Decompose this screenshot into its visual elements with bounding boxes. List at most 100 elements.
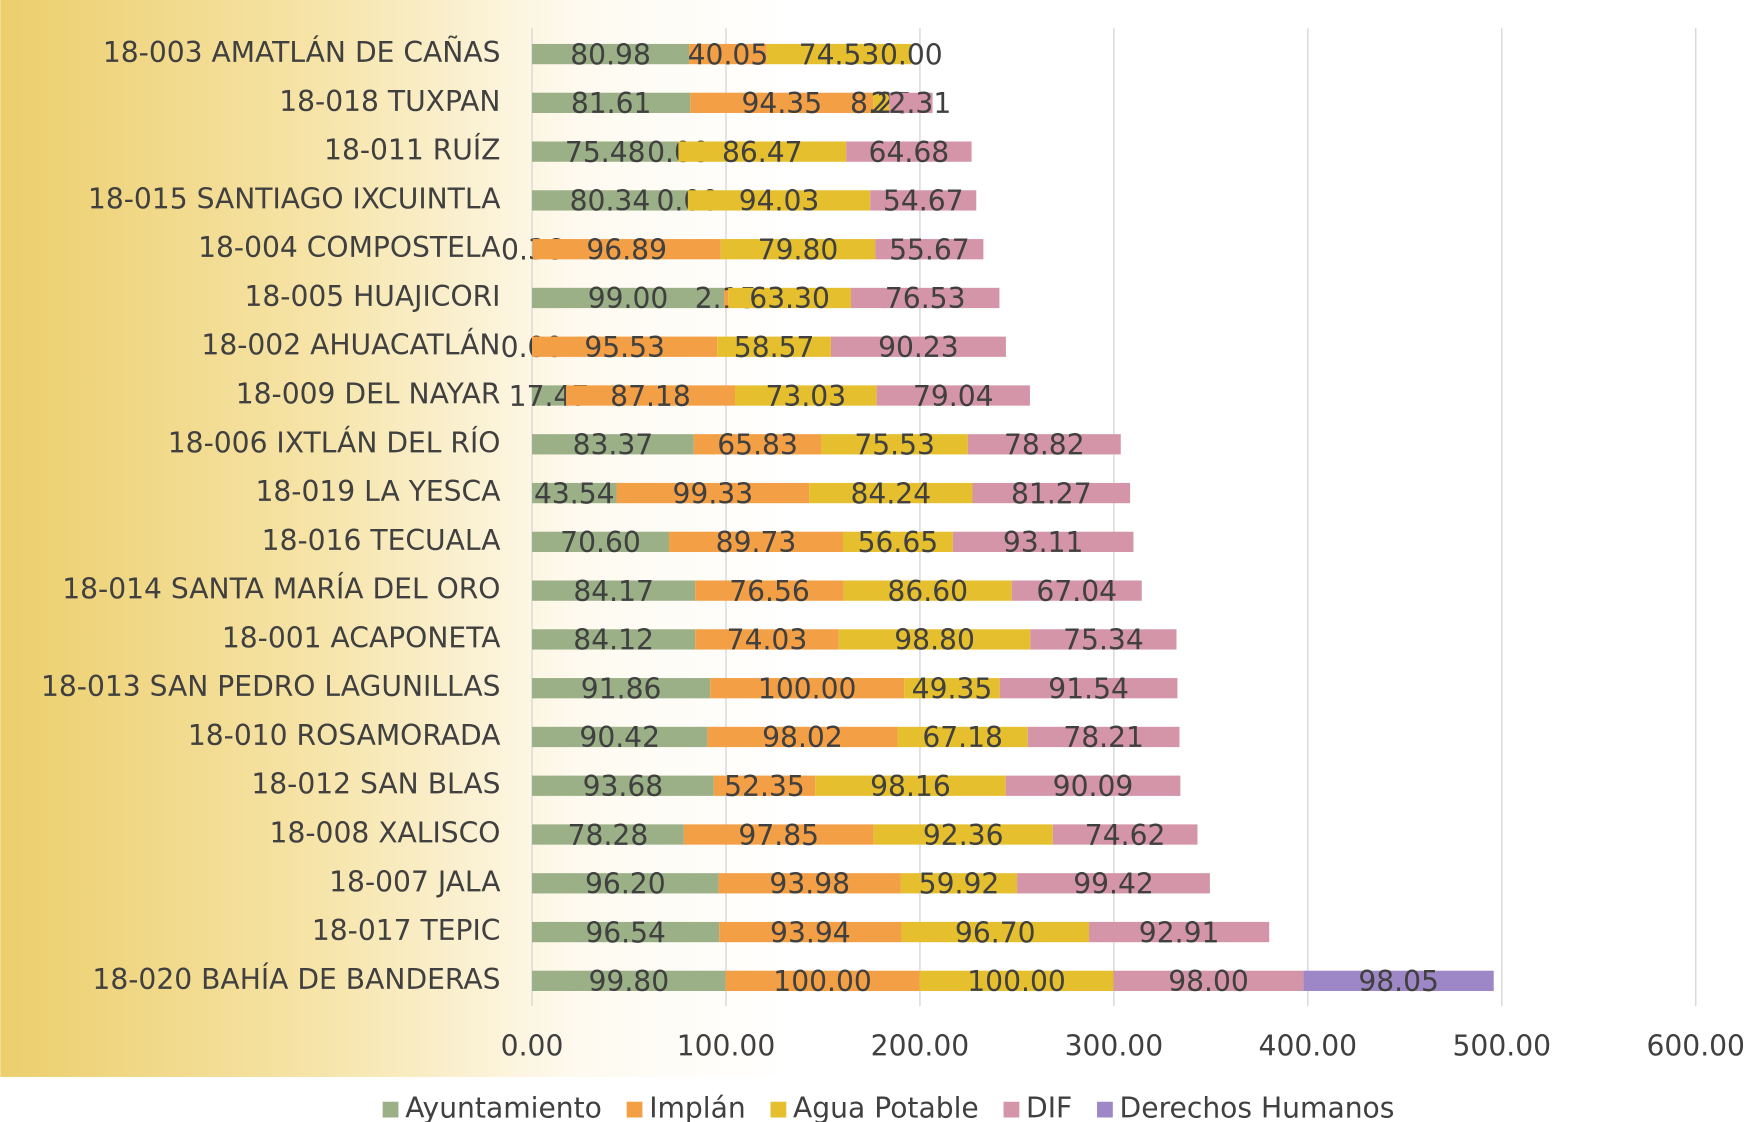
y-tick-label: 18-001 ACAPONETA — [222, 621, 501, 654]
bar-segment — [766, 43, 912, 65]
bar-segment — [830, 336, 1006, 357]
data-label: 96.70 — [955, 916, 1036, 949]
data-label: 80.34 — [570, 185, 651, 218]
x-tick-label: 500.00 — [1453, 1030, 1552, 1063]
bar-segment — [873, 824, 1053, 845]
bar-segment — [695, 580, 844, 601]
data-label: 93.11 — [1003, 526, 1084, 559]
data-label: 91.54 — [1048, 672, 1129, 705]
bar-segment — [735, 385, 877, 406]
bar-segment — [728, 287, 851, 309]
y-tick-label: 18-013 SAN PEDRO LAGUNILLAS — [41, 670, 501, 703]
bar-segment — [967, 434, 1121, 455]
y-tick-label: 18-007 JALA — [329, 865, 501, 898]
bar-segment — [1303, 970, 1494, 991]
data-label: 58.57 — [734, 331, 815, 364]
y-tick-label: 18-020 BAHÍA DE BANDERAS — [92, 962, 500, 996]
bar-segment — [870, 190, 977, 211]
x-tick-label: 200.00 — [871, 1030, 970, 1063]
bar-segment — [710, 678, 905, 699]
data-label: 43.54 — [534, 477, 615, 510]
data-label: 93.98 — [769, 868, 850, 901]
data-label: 75.34 — [1063, 624, 1144, 657]
data-label: 98.02 — [762, 721, 843, 754]
bar-segment — [904, 678, 1000, 699]
bar-segment — [532, 287, 725, 309]
x-tick-label: 100.00 — [677, 1030, 776, 1063]
data-label: 99.42 — [1073, 868, 1154, 901]
bar-segment — [565, 385, 736, 406]
data-label: 87.18 — [610, 380, 691, 413]
legend-swatch — [382, 1101, 399, 1118]
bar-segment — [532, 385, 566, 406]
legend-label: Implán — [649, 1092, 746, 1122]
data-label: 84.24 — [851, 477, 932, 510]
data-label: 100.00 — [773, 965, 872, 998]
legend-swatch — [1003, 1101, 1020, 1118]
y-tick-label: 18-009 DEL NAYAR — [236, 378, 501, 411]
y-tick-label: 18-017 TEPIC — [312, 914, 501, 947]
data-label: 64.68 — [869, 136, 950, 169]
y-tick-label: 18-015 SANTIAGO IXCUINTLA — [88, 182, 501, 215]
data-label: 22.31 — [871, 87, 952, 120]
bar-segment — [718, 873, 901, 894]
bar-segment — [668, 531, 843, 552]
bar-segment — [532, 190, 688, 211]
y-tick-label: 18-011 RUÍZ — [324, 133, 500, 167]
data-label: 81.27 — [1011, 477, 1092, 510]
data-label: 63.30 — [749, 282, 830, 315]
bar-segment — [838, 629, 1031, 650]
bar-segment — [952, 531, 1134, 552]
y-tick-label: 18-006 IXTLÁN DEL RÍO — [168, 425, 501, 459]
data-label: 73.03 — [766, 380, 847, 413]
bar-segment — [897, 726, 1028, 748]
legend-label: Ayuntamiento — [405, 1092, 602, 1122]
bar-segment — [843, 580, 1012, 601]
bar-segment — [689, 43, 767, 65]
bar-segment — [1017, 873, 1210, 894]
data-label: 75.48 — [565, 136, 646, 169]
bar-segment — [532, 580, 696, 601]
data-label: 92.91 — [1139, 916, 1220, 949]
data-label: 59.92 — [919, 868, 1000, 901]
bar-segment — [999, 678, 1178, 699]
data-label: 89.73 — [716, 526, 797, 559]
data-label: 96.54 — [585, 916, 666, 949]
x-tick-label: 300.00 — [1065, 1030, 1164, 1063]
data-label: 56.65 — [858, 526, 939, 559]
legend-swatch — [1097, 1101, 1113, 1118]
data-label: 75.53 — [854, 429, 935, 462]
data-label: 99.33 — [672, 477, 753, 510]
bar-segment — [842, 531, 953, 552]
legend-label: DIF — [1026, 1092, 1072, 1122]
data-label: 49.35 — [912, 672, 993, 705]
data-label: 79.04 — [913, 380, 994, 413]
data-label: 84.17 — [573, 575, 654, 608]
bar-segment — [532, 726, 708, 748]
bar-segment — [532, 92, 691, 113]
legend-label: Agua Potable — [793, 1092, 979, 1122]
bar-segment — [532, 921, 720, 943]
data-label: 100.00 — [758, 672, 857, 705]
bar-segment — [532, 141, 679, 162]
data-label: 67.18 — [922, 721, 1003, 754]
bar-segment — [678, 141, 847, 162]
data-label: 92.36 — [923, 819, 1004, 852]
bar-segment — [532, 629, 696, 650]
bar-segment — [707, 726, 898, 748]
data-label: 78.28 — [568, 819, 649, 852]
data-label: 78.82 — [1004, 429, 1085, 462]
bar-segment — [532, 531, 669, 552]
data-label: 76.56 — [729, 575, 810, 608]
y-tick-label: 18-008 XALISCO — [270, 817, 501, 850]
data-label: 74.62 — [1085, 819, 1166, 852]
data-label: 95.53 — [584, 331, 665, 364]
bar-segment — [532, 434, 694, 455]
data-label: 65.83 — [717, 429, 798, 462]
legend-label: Derechos Humanos — [1120, 1092, 1395, 1122]
bar-segment — [850, 287, 1000, 309]
data-label: 99.80 — [589, 965, 670, 998]
bar-segment — [532, 336, 718, 357]
bar-segment — [532, 43, 690, 65]
